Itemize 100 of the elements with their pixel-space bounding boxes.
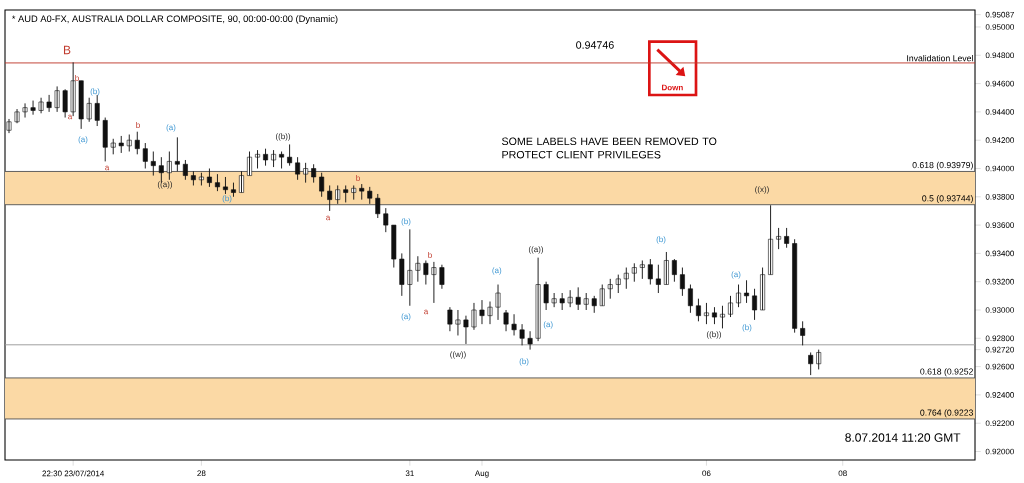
ref-line-label: 0.764 (0.9223 [920, 409, 973, 418]
annotation: (a) [731, 271, 741, 279]
candlestick [615, 274, 621, 294]
candlestick [279, 151, 285, 169]
candlestick [22, 102, 28, 119]
candlestick [86, 97, 92, 123]
annotation: ((b)) [706, 331, 722, 339]
candlestick [720, 305, 725, 329]
y-tick-label: 0.94600 [985, 80, 1015, 87]
y-tick-label: 0.95087 [985, 11, 1014, 18]
annotation: (b) [401, 218, 411, 226]
annotation: ((a)) [528, 246, 544, 254]
candlestick [110, 138, 116, 155]
candlestick [599, 284, 605, 307]
ref-line-label: 0.618 (0.93979) [912, 161, 973, 170]
candlestick [263, 148, 269, 167]
annotation: 8.07.2014 11:20 GMT [845, 433, 961, 442]
candlestick [295, 156, 301, 181]
candlestick [311, 163, 317, 184]
annotation: (a) [492, 267, 502, 275]
annotation: b [428, 252, 432, 258]
x-tick-label: 31 [405, 470, 414, 477]
annotation: (a) [166, 124, 176, 132]
text: * AUD A0-FX, AUSTRALIA DOLLAR COMPOSITE, 90, 00:00-00:00 (Dynamic) [11, 15, 338, 24]
candlestick [744, 279, 749, 304]
x-tick-label: Aug [474, 470, 489, 478]
candlestick [142, 142, 148, 169]
candlestick [407, 228, 413, 307]
ref-line-label: 0.5 (0.93744) [922, 195, 973, 204]
annotation: (b) [656, 236, 666, 244]
candlestick [375, 193, 381, 219]
candlestick [198, 172, 204, 186]
candlestick [567, 289, 573, 308]
candlestick [479, 299, 485, 325]
candlestick [703, 302, 709, 325]
y-tick-label: 0.95000 [985, 24, 1015, 30]
y-tick-label: 0.93000 [985, 307, 1015, 313]
candlestick [30, 100, 36, 116]
y-tick-label: 0.92400 [985, 392, 1015, 398]
candlestick [639, 260, 645, 280]
annotation: (b) [742, 324, 752, 332]
candlestick [255, 149, 260, 169]
ref-line-label: 0.618 (0.9252 [920, 368, 973, 377]
annotation: (a) [543, 321, 553, 329]
y-tick-label: 0.92800 [985, 335, 1015, 342]
annotation: SOME LABELS HAVE BEEN REMOVED TO PROTECT CLIENT PRIVILEGES [501, 137, 717, 159]
annotation: (a) [78, 136, 88, 144]
candlestick [78, 80, 84, 130]
y-tick-label: 0.93200 [985, 278, 1015, 285]
candlestick [102, 117, 108, 162]
candlestick [736, 284, 741, 308]
candlestick [728, 295, 733, 318]
y-tick-label: 0.92720 [985, 346, 1015, 353]
ref-line-label: Invalidation Level [907, 54, 973, 62]
candlestick [150, 151, 156, 177]
candlestick [583, 292, 589, 311]
candlestick [463, 315, 469, 345]
candlestick [527, 330, 533, 351]
annotation: a [105, 165, 110, 171]
annotation: ((a)) [157, 181, 173, 189]
candlestick [118, 135, 124, 154]
candlestick [712, 306, 717, 325]
annotation: ((b)) [275, 133, 291, 141]
y-tick-label: 0.94200 [985, 137, 1015, 144]
x-tick-label: 28 [197, 470, 206, 477]
y-tick-label: 0.92000 [985, 448, 1015, 455]
annotation: b [136, 122, 140, 128]
candlestick [335, 185, 341, 205]
x-tick-label: 08 [838, 470, 847, 477]
annotation: (b) [519, 358, 529, 366]
annotation: (b) [90, 88, 100, 96]
candlestick [223, 176, 228, 195]
x-tick-label: 06 [702, 470, 711, 477]
candlestick [399, 252, 405, 297]
candlestick [655, 264, 661, 294]
candlestick [816, 349, 822, 370]
annotation: ((w)) [450, 351, 466, 359]
annotation: B [63, 45, 71, 55]
candlestick [383, 207, 389, 233]
candlestick [776, 227, 782, 250]
candlestick [503, 309, 509, 332]
y-tick-label: 0.93600 [985, 222, 1015, 228]
candlestick [126, 134, 132, 152]
candlestick [559, 292, 565, 311]
candlestick [607, 278, 613, 300]
y-tick-label: 0.94400 [985, 109, 1015, 115]
annotation: a [68, 114, 73, 120]
candlestick [575, 286, 581, 311]
candlestick [206, 168, 212, 188]
candlestick [94, 94, 100, 127]
annotation: Down [662, 84, 683, 91]
candlestick [134, 131, 140, 155]
candlestick [631, 262, 637, 283]
y-tick-label: 0.92600 [985, 363, 1015, 370]
x-tick-label: 22:30 23/07/2014 [42, 470, 105, 477]
annotation: b [356, 175, 360, 181]
candlestick [591, 295, 597, 314]
annotation: b [75, 75, 79, 81]
candlestick [6, 118, 12, 134]
candlestick [551, 292, 557, 308]
